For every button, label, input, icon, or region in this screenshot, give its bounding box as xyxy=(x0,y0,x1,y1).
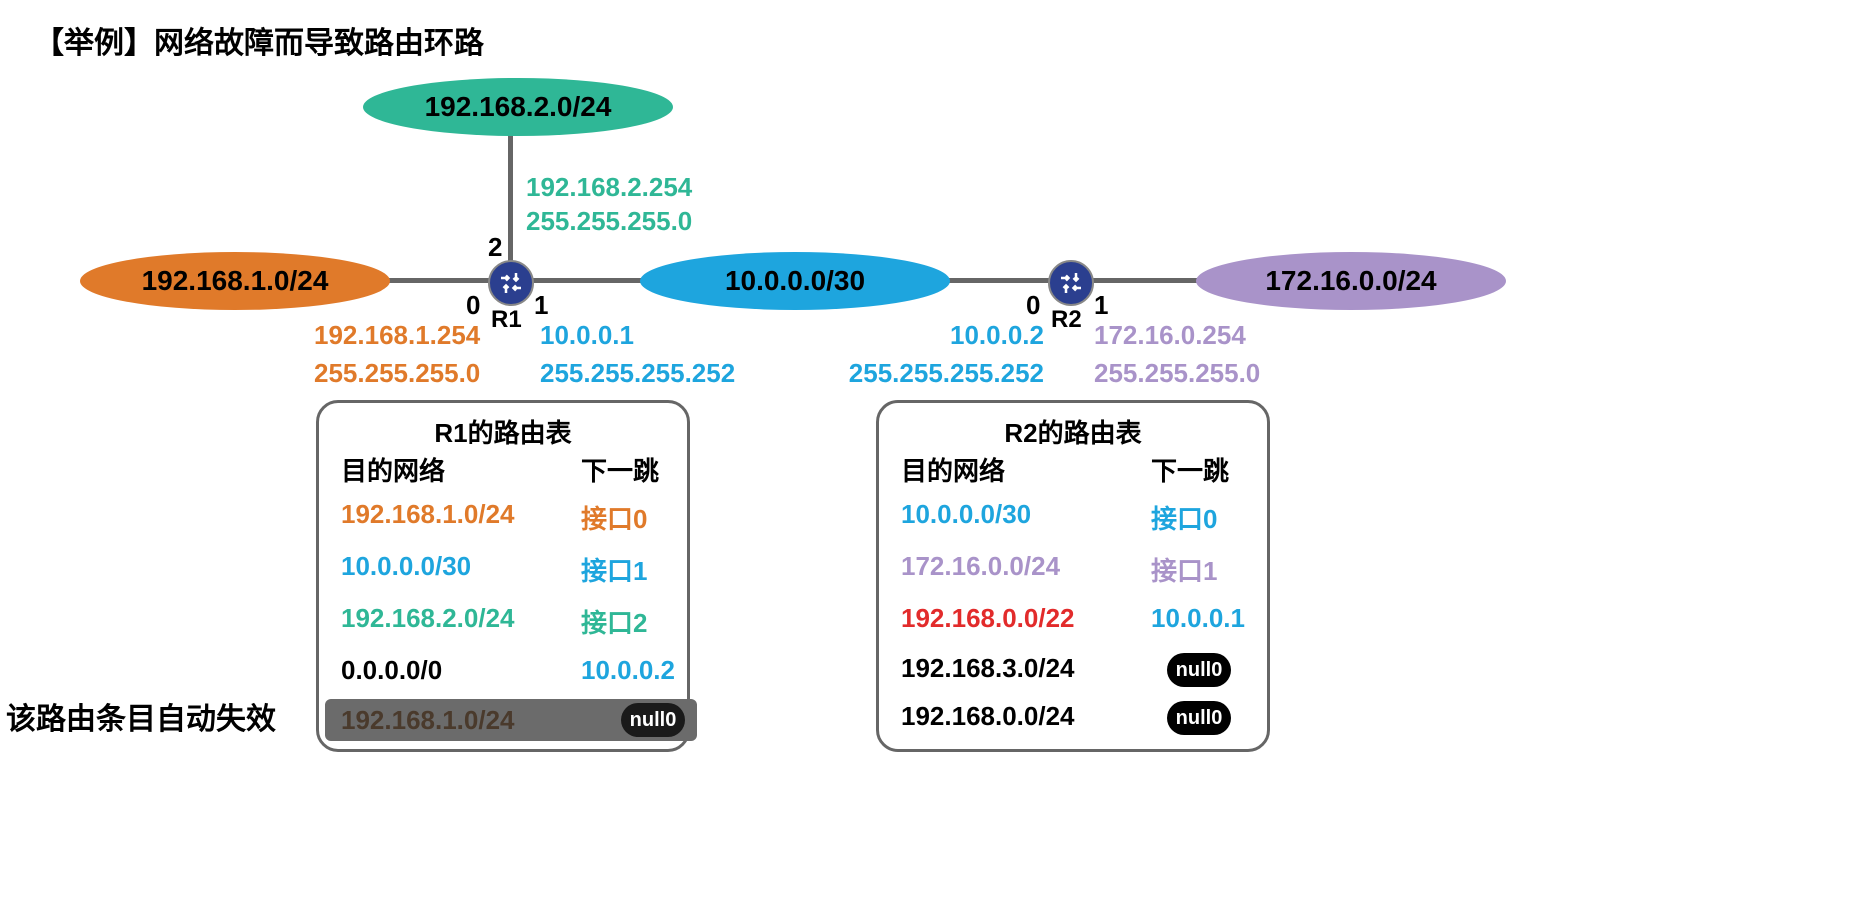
link-n3-r2 xyxy=(940,278,1060,283)
r1-dim-null-badge: null0 xyxy=(621,703,685,737)
network-2-ellipse: 192.168.2.0/24 xyxy=(363,78,673,136)
r2-col-next: 下一跳 xyxy=(1151,451,1229,488)
r2-row3-next: null0 xyxy=(1167,653,1231,687)
r1-left-mask: 255.255.255.0 xyxy=(314,358,480,389)
r2-row1-dest: 172.16.0.0/24 xyxy=(901,551,1060,582)
r1-dim-dest: 192.168.1.0/24 xyxy=(341,705,515,736)
network-4-label: 172.16.0.0/24 xyxy=(1265,265,1436,297)
link-r1-n3 xyxy=(525,278,655,283)
r1-row1-next: 接口1 xyxy=(581,551,647,588)
r1-right-mask: 255.255.255.252 xyxy=(540,358,735,389)
link-r2-n4 xyxy=(1085,278,1210,283)
r1-table-title: R1的路由表 xyxy=(319,413,687,450)
r2-row4-next: null0 xyxy=(1167,701,1231,735)
router-r2-icon xyxy=(1048,260,1094,306)
r2-left-mask: 255.255.255.252 xyxy=(834,358,1044,389)
r1-col-dest: 目的网络 xyxy=(341,451,445,488)
network-2-label: 192.168.2.0/24 xyxy=(425,91,612,123)
r1-row2-next: 接口2 xyxy=(581,603,647,640)
r2-row1-next: 接口1 xyxy=(1151,551,1217,588)
r2-if0-num: 0 xyxy=(1026,290,1040,321)
r1-row2-dest: 192.168.2.0/24 xyxy=(341,603,515,634)
router-r2-label: R2 xyxy=(1051,306,1082,334)
r2-col-dest: 目的网络 xyxy=(901,451,1005,488)
r1-top-mask: 255.255.255.0 xyxy=(526,206,692,237)
r1-row3-dest: 0.0.0.0/0 xyxy=(341,655,442,686)
r2-row0-next: 接口0 xyxy=(1151,499,1217,536)
network-3-ellipse: 10.0.0.0/30 xyxy=(640,252,950,310)
r2-row2-next: 10.0.0.1 xyxy=(1151,603,1245,634)
r1-if1-num: 1 xyxy=(534,290,548,321)
link-n2-r1 xyxy=(508,130,513,270)
footer-note: 该路由条目自动失效 xyxy=(6,694,276,738)
r1-row0-dest: 192.168.1.0/24 xyxy=(341,499,515,530)
r2-row3-dest: 192.168.3.0/24 xyxy=(901,653,1075,684)
r2-row0-dest: 10.0.0.0/30 xyxy=(901,499,1031,530)
r2-if1-num: 1 xyxy=(1094,290,1108,321)
r1-dim-row: 192.168.1.0/24 null0 xyxy=(325,699,697,741)
network-4-ellipse: 172.16.0.0/24 xyxy=(1196,252,1506,310)
r1-row0-next: 接口0 xyxy=(581,499,647,536)
router-r1-label: R1 xyxy=(491,306,522,334)
network-1-ellipse: 192.168.1.0/24 xyxy=(80,252,390,310)
r1-routing-table: R1的路由表 目的网络 下一跳 192.168.1.0/24 接口0 10.0.… xyxy=(316,400,690,752)
r1-left-ip: 192.168.1.254 xyxy=(314,320,480,351)
r2-row4-dest: 192.168.0.0/24 xyxy=(901,701,1075,732)
page-title: 【举例】网络故障而导致路由环路 xyxy=(34,18,484,62)
link-n1-r1 xyxy=(380,278,500,283)
r1-row3-next: 10.0.0.2 xyxy=(581,655,675,686)
r1-col-next: 下一跳 xyxy=(581,451,659,488)
r1-row1-dest: 10.0.0.0/30 xyxy=(341,551,471,582)
router-r1-icon xyxy=(488,260,534,306)
r2-row3-null-badge: null0 xyxy=(1167,653,1231,687)
r2-routing-table: R2的路由表 目的网络 下一跳 10.0.0.0/30 接口0 172.16.0… xyxy=(876,400,1270,752)
r2-row4-null-badge: null0 xyxy=(1167,701,1231,735)
r2-row2-dest: 192.168.0.0/22 xyxy=(901,603,1075,634)
r2-table-title: R2的路由表 xyxy=(879,413,1267,450)
r1-top-ip: 192.168.2.254 xyxy=(526,172,692,203)
r1-if2-num: 2 xyxy=(488,232,502,263)
r1-right-ip: 10.0.0.1 xyxy=(540,320,634,351)
r1-if0-num: 0 xyxy=(466,290,480,321)
r2-right-ip: 172.16.0.254 xyxy=(1094,320,1246,351)
network-1-label: 192.168.1.0/24 xyxy=(142,265,329,297)
r2-left-ip: 10.0.0.2 xyxy=(934,320,1044,351)
network-3-label: 10.0.0.0/30 xyxy=(725,265,865,297)
r2-right-mask: 255.255.255.0 xyxy=(1094,358,1260,389)
